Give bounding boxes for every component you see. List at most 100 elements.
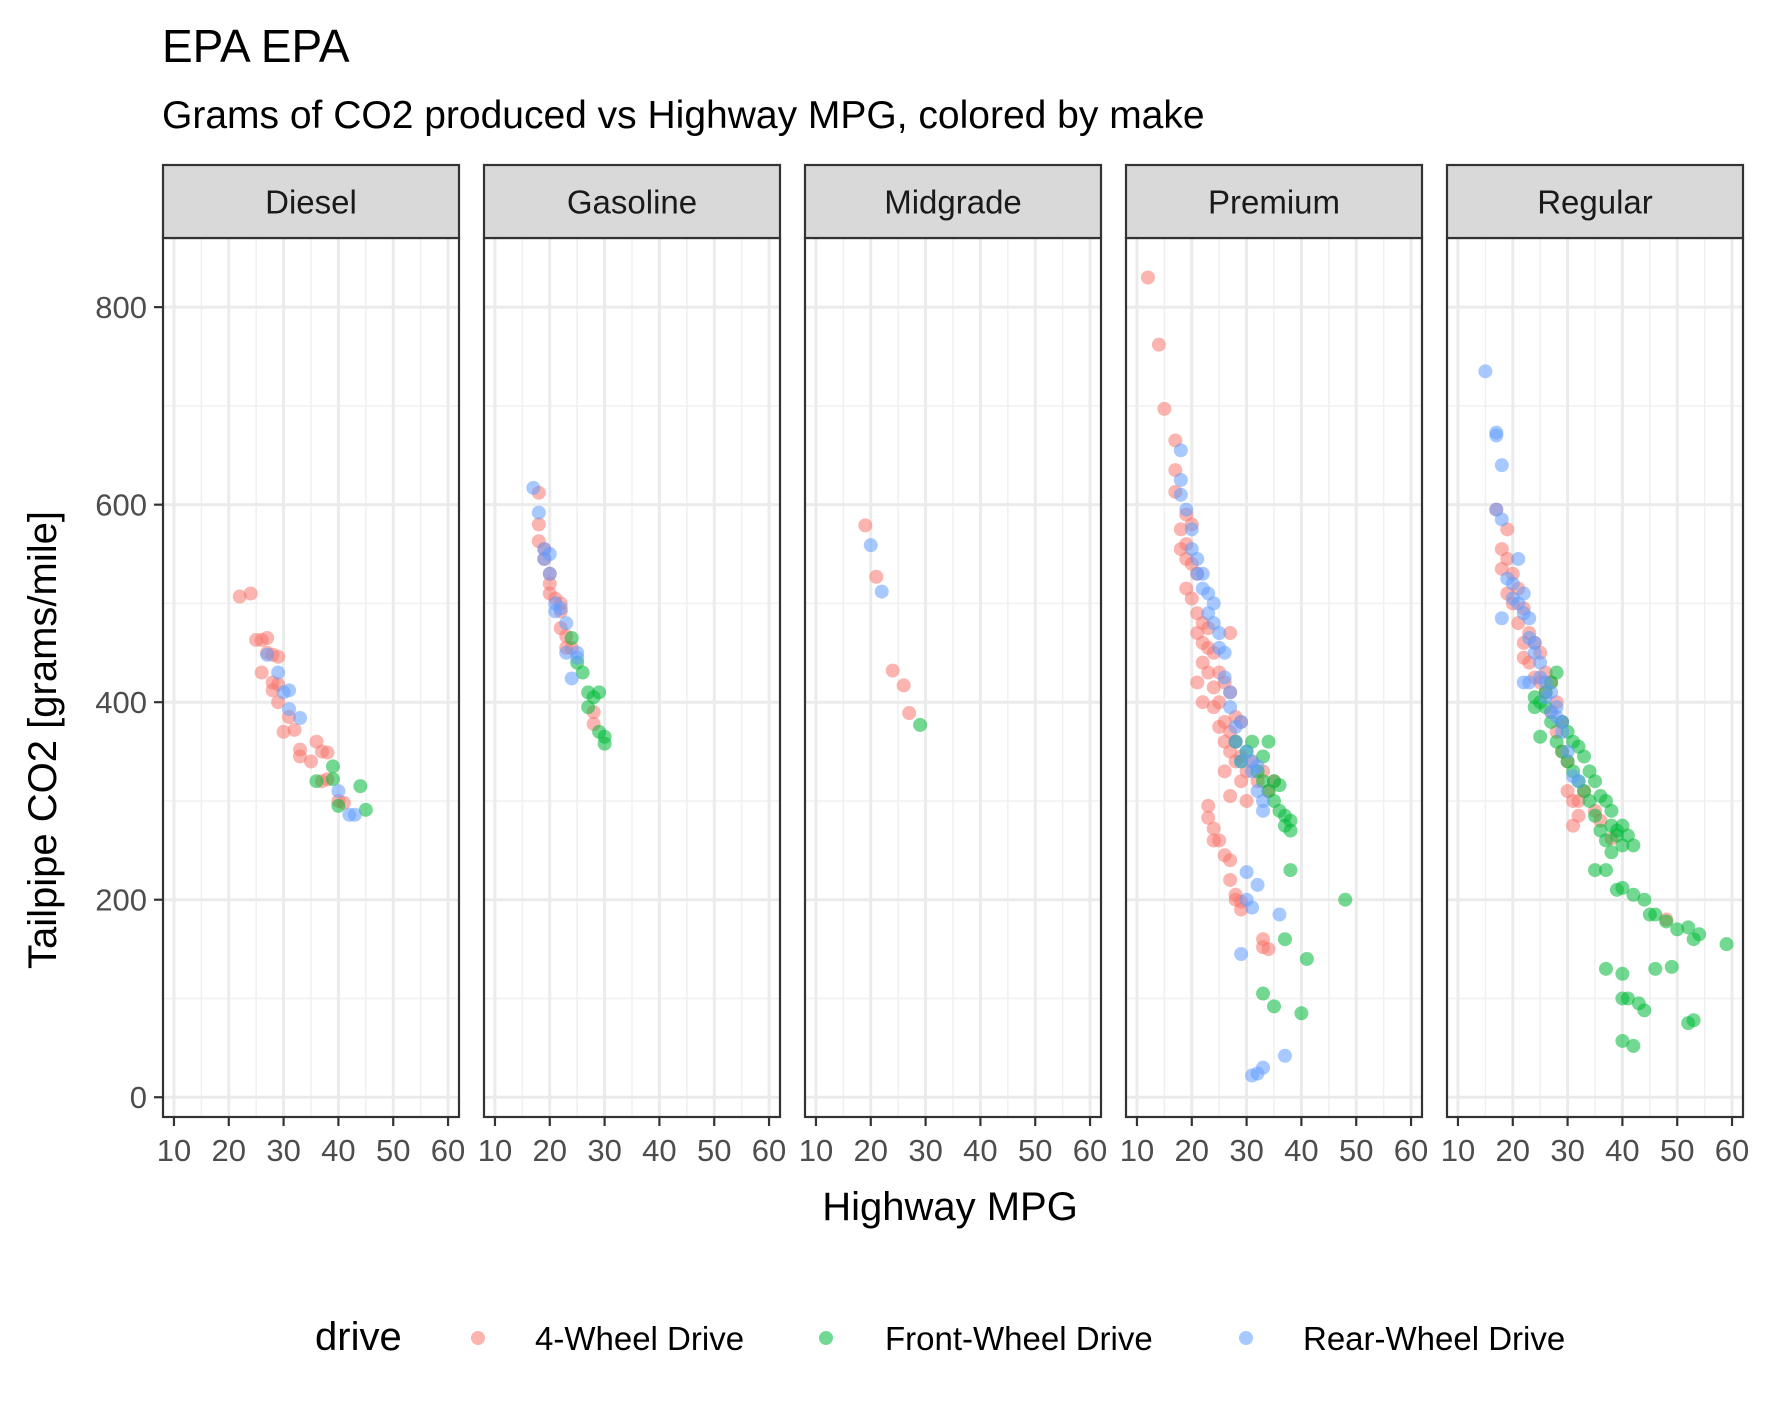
x-tick-label: 30 (266, 1133, 300, 1168)
data-point (592, 685, 607, 700)
data-point (1217, 764, 1232, 779)
data-point (1692, 927, 1707, 942)
y-tick-label: 0 (130, 1080, 147, 1115)
data-point (869, 569, 884, 584)
data-point (1582, 793, 1597, 808)
data-point (347, 807, 362, 822)
data-point (1555, 724, 1570, 739)
data-point (1615, 880, 1630, 895)
facet-midgrade: Midgrade 10 20 30 40 50 60 (799, 163, 1107, 1168)
legend-label: Rear-Wheel Drive (1303, 1320, 1565, 1357)
data-point (1516, 586, 1531, 601)
series-rear-wheel-drive (863, 538, 889, 599)
series-rear-wheel-drive (1173, 443, 1292, 1083)
data-point (1223, 626, 1238, 641)
series-front-wheel-drive (564, 630, 612, 751)
x-tick-label: 10 (478, 1133, 512, 1168)
data-point (1511, 551, 1526, 566)
data-point (1157, 401, 1172, 416)
x-tick-label: 60 (752, 1133, 786, 1168)
data-point (1272, 907, 1287, 922)
y-axis-title: Tailpipe CO2 [grams/mile] (21, 511, 65, 969)
data-point (1234, 714, 1249, 729)
data-point (526, 480, 541, 495)
data-point (570, 650, 585, 665)
data-point (331, 798, 346, 813)
series-front-wheel-drive (913, 717, 928, 732)
x-tick-label: 20 (1175, 1133, 1209, 1168)
data-point (243, 586, 258, 601)
data-point (353, 779, 368, 794)
data-point (1544, 685, 1559, 700)
data-point (1620, 991, 1635, 1006)
x-tick-label: 60 (1073, 1133, 1107, 1168)
legend: drive 4-Wheel Drive Front-Wheel Drive Rear… (315, 1315, 1565, 1359)
data-point (1140, 270, 1155, 285)
x-tick-label: 40 (963, 1133, 997, 1168)
data-point (542, 547, 557, 562)
x-tick-label: 20 (212, 1133, 246, 1168)
facet-strip-label: Gasoline (567, 184, 697, 221)
legend-label: Front-Wheel Drive (885, 1320, 1153, 1357)
series-rear-wheel-drive (526, 480, 585, 686)
x-tick-label: 50 (697, 1133, 731, 1168)
data-point (1256, 803, 1271, 818)
data-point (271, 649, 286, 664)
data-point (1549, 700, 1564, 715)
data-point (1719, 937, 1734, 952)
data-point (1223, 789, 1238, 804)
facet-strip (482, 163, 782, 240)
data-point (331, 784, 346, 799)
x-tick-label: 20 (533, 1133, 567, 1168)
data-point (276, 724, 291, 739)
facet-regular: Regular 10 20 30 40 50 60 (1441, 163, 1749, 1168)
data-point (1212, 626, 1227, 641)
data-point (1598, 833, 1613, 848)
data-point (531, 505, 546, 520)
series-rear-wheel-drive (260, 647, 362, 822)
legend-entry-rear-wheel-drive: Rear-Wheel Drive (1239, 1320, 1565, 1357)
facet-strip (1445, 163, 1745, 240)
data-point (1206, 680, 1221, 695)
data-point (1598, 961, 1613, 976)
data-point (597, 736, 612, 751)
data-point (1206, 821, 1221, 836)
x-tick-label: 20 (854, 1133, 888, 1168)
x-tick-label: 10 (1120, 1133, 1154, 1168)
data-point (1516, 675, 1531, 690)
data-point (1206, 596, 1221, 611)
data-point (885, 663, 900, 678)
data-point (1201, 810, 1216, 825)
data-point (1681, 920, 1696, 935)
data-point (293, 710, 308, 725)
data-point (282, 702, 297, 717)
data-point (1195, 566, 1210, 581)
y-axis: 0 200 400 600 800 (95, 290, 163, 1115)
facet-strip-label: Premium (1208, 184, 1340, 221)
data-point (271, 665, 286, 680)
data-point (559, 616, 574, 631)
data-point (1250, 759, 1265, 774)
data-point (260, 630, 275, 645)
data-point (1527, 635, 1542, 650)
legend-entry-front-wheel-drive: Front-Wheel Drive (819, 1320, 1153, 1357)
data-point (1223, 853, 1238, 868)
data-point (1173, 443, 1188, 458)
y-tick-label: 400 (95, 685, 147, 720)
data-point (1299, 951, 1314, 966)
data-point (1615, 966, 1630, 981)
x-tick-label: 50 (1018, 1133, 1052, 1168)
data-point (564, 630, 579, 645)
data-point (1500, 551, 1515, 566)
x-tick-label: 60 (431, 1133, 465, 1168)
data-point (1228, 734, 1243, 749)
data-point (358, 802, 373, 817)
legend-entry-4-wheel-drive: 4-Wheel Drive (471, 1320, 744, 1357)
data-point (913, 717, 928, 732)
data-point (1604, 803, 1619, 818)
data-point (1283, 863, 1298, 878)
data-point (1256, 986, 1271, 1001)
data-point (542, 576, 557, 591)
